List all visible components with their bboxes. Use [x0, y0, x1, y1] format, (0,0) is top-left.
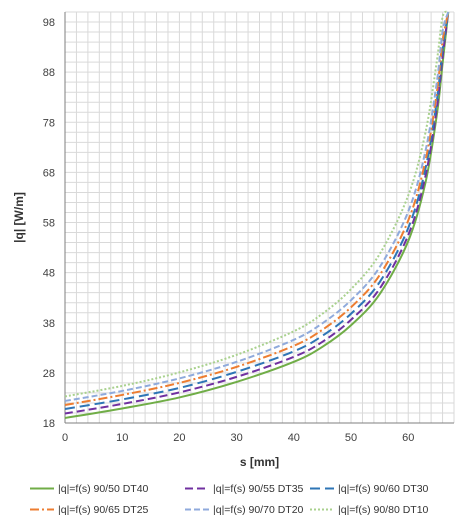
legend-label: |q|=f(s) 90/50 DT40 — [58, 483, 149, 495]
legend-item: |q|=f(s) 90/70 DT20 — [185, 504, 304, 516]
series-line-5 — [64, 11, 450, 402]
legend-item: |q|=f(s) 90/60 DT30 — [310, 483, 429, 495]
y-tick-label: 18 — [43, 418, 55, 430]
series-line-3 — [64, 11, 450, 410]
x-tick-label: 20 — [173, 432, 185, 444]
x-tick-label: 50 — [345, 432, 357, 444]
legend-label: |q|=f(s) 90/80 DT10 — [338, 504, 429, 516]
y-tick-label: 88 — [43, 67, 55, 79]
series-line-2 — [64, 11, 450, 415]
series-lines — [64, 10, 450, 419]
y-tick-label: 98 — [43, 17, 55, 29]
x-tick-label: 10 — [116, 432, 128, 444]
legend: |q|=f(s) 90/50 DT40 |q|=f(s) 90/55 DT35 |q… — [30, 483, 429, 516]
series-line-6 — [64, 10, 449, 398]
legend-label: |q|=f(s) 90/70 DT20 — [213, 504, 304, 516]
x-axis-title: s [mm] — [240, 455, 279, 469]
y-tick-label: 48 — [43, 268, 55, 280]
legend-item: |q|=f(s) 90/50 DT40 — [30, 483, 149, 495]
axes — [64, 12, 454, 424]
x-tick-label: 30 — [230, 432, 242, 444]
x-tick-label: 0 — [62, 432, 68, 444]
grid — [64, 11, 455, 424]
y-axis-title: |q| [W/m] — [12, 192, 26, 243]
legend-label: |q|=f(s) 90/60 DT30 — [338, 483, 429, 495]
x-tick-label: 60 — [402, 432, 414, 444]
legend-item: |q|=f(s) 90/80 DT10 — [310, 504, 429, 516]
x-tick-label: 40 — [288, 432, 300, 444]
y-tick-label: 58 — [43, 218, 55, 230]
y-tick-label: 78 — [43, 117, 55, 129]
y-tick-label: 28 — [43, 368, 55, 380]
tick-labels: 0 10 20 30 40 50 60 18 28 38 48 58 68 78 88 98 — [43, 17, 415, 444]
y-tick-label: 38 — [43, 318, 55, 330]
legend-item: |q|=f(s) 90/55 DT35 — [185, 483, 304, 495]
legend-label: |q|=f(s) 90/65 DT25 — [58, 504, 149, 516]
legend-item: |q|=f(s) 90/65 DT25 — [30, 504, 149, 516]
legend-label: |q|=f(s) 90/55 DT35 — [213, 483, 304, 495]
series-line-4 — [64, 11, 450, 406]
y-tick-label: 68 — [43, 167, 55, 179]
